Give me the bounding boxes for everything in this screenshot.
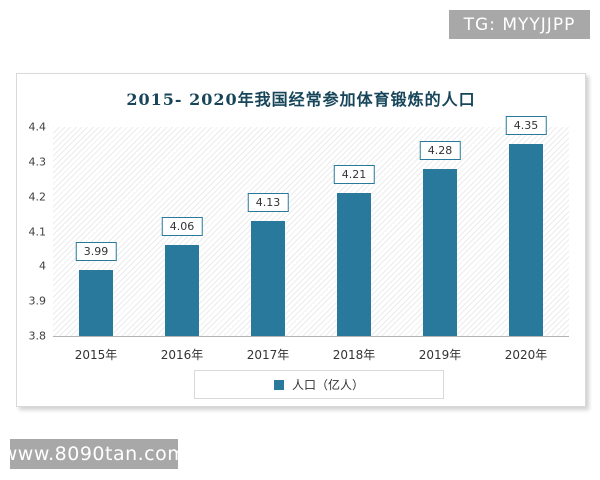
bar-value-label: 3.99 — [75, 242, 117, 261]
watermark-telegram-badge: TG: MYYJJPP — [449, 10, 590, 39]
bar-value-label: 4.21 — [333, 165, 375, 184]
x-tick-label: 2015年 — [74, 348, 118, 362]
x-tick-label: 2018年 — [332, 348, 376, 362]
bar-2018年 — [337, 193, 371, 336]
bar-2017年 — [251, 221, 285, 336]
bar-value-label: 4.13 — [247, 193, 289, 212]
y-tick-label: 4 — [39, 259, 46, 273]
x-axis: 2015年 2016年 2017年 2018年 2019年 2020年 — [53, 346, 569, 362]
chart-title: 2015- 2020年我国经常参加体育锻炼的人口 — [126, 90, 476, 109]
bar-2016年 — [165, 245, 199, 336]
y-tick-label: 3.9 — [28, 294, 47, 308]
x-tick-label: 2019年 — [418, 348, 462, 362]
bar-value-label: 4.06 — [161, 217, 203, 236]
bar-2019年 — [423, 169, 457, 336]
x-tick-label: 2020年 — [504, 348, 548, 362]
y-tick-label: 3.8 — [28, 329, 47, 343]
y-tick-label: 4.2 — [28, 190, 47, 204]
bar-2015年 — [79, 270, 113, 336]
y-tick-label: 4.3 — [28, 155, 47, 169]
chart-panel: 2015- 2020年我国经常参加体育锻炼的人口 4.4 4.3 4.2 4.1 4 3.… — [16, 73, 586, 407]
x-tick-label: 2016年 — [160, 348, 204, 362]
y-tick-label: 4.4 — [28, 120, 47, 134]
x-tick-label: 2017年 — [246, 348, 290, 362]
bar-2020年 — [509, 144, 543, 336]
bar-value-label: 4.35 — [505, 116, 547, 135]
legend: 人口（亿人） — [194, 370, 444, 399]
bar-value-label: 4.28 — [419, 141, 461, 160]
watermark-website-badge: www.8090tan.com — [2, 439, 186, 469]
y-axis: 4.4 4.3 4.2 4.1 4 3.9 3.8 — [17, 121, 49, 343]
legend-label: 人口（亿人） — [291, 378, 364, 392]
y-tick-label: 4.1 — [28, 225, 47, 238]
plot-area: 3.99 4.06 4.13 4.21 4.28 4.35 — [53, 116, 569, 337]
legend-marker-icon — [273, 379, 284, 390]
